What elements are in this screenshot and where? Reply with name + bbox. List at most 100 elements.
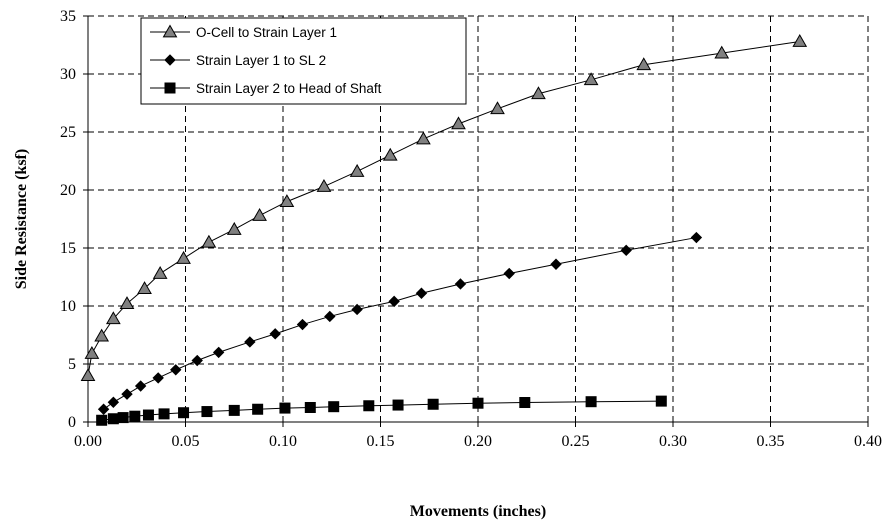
legend-item: Strain Layer 1 to SL 2 [150,53,326,68]
data-point-diamond [503,267,515,280]
legend-label: O-Cell to Strain Layer 1 [196,25,337,40]
data-point-diamond [191,354,203,367]
grid-layer [88,15,869,422]
series-square [96,395,667,426]
data-point-diamond [269,328,281,340]
x-tick-label: 0.05 [172,433,200,450]
x-tick-label: 0.35 [757,433,785,450]
data-point-triangle [152,266,168,279]
data-point-diamond [296,318,309,331]
x-tick-label: 0.00 [74,433,102,450]
x-tick-label: 0.25 [562,433,590,450]
legend-item: O-Cell to Strain Layer 1 [150,24,337,40]
data-point-square [363,400,375,412]
data-point-square [107,413,119,425]
data-point-diamond [97,403,110,415]
legend-marker-diamond [164,54,176,66]
data-point-diamond [620,244,632,257]
data-point-square [392,399,404,411]
data-point-triangle [226,221,242,235]
series-layer [80,34,808,426]
data-point-triangle [714,45,730,59]
y-tick-label: 5 [68,356,76,373]
data-point-square [201,406,213,418]
data-point-triangle [201,234,217,248]
data-point-triangle [94,328,110,342]
tick-layer: 0.00 0.05 0.10 0.15 0.20 0.25 0.30 0.35 0.40 0 5 10… [60,8,882,450]
x-axis-title: Movements (inches) [410,503,546,520]
data-point-square [129,410,141,422]
y-tick-label: 30 [60,66,76,83]
data-point-square [519,397,531,409]
data-point-triangle [490,101,505,115]
y-tick-label: 20 [60,182,76,199]
y-tick-label: 25 [60,124,76,141]
data-point-diamond [550,258,562,270]
data-point-triangle [531,86,546,100]
data-point-diamond [134,380,147,392]
data-point-triangle [792,34,808,47]
y-axis-title: Side Resistance (ksf) [13,149,30,289]
data-point-square [655,395,667,407]
data-point-diamond [690,231,703,244]
data-point-triangle [349,163,365,177]
data-point-square [252,403,264,415]
legend: O-Cell to Strain Layer 1 Strain Layer 1 t… [140,17,467,105]
data-point-square [585,396,597,408]
data-point-square [142,409,154,421]
series-line-diamond [103,237,697,410]
data-point-diamond [121,388,133,400]
legend-label: Strain Layer 2 to Head of Shaft [196,81,382,96]
legend-label: Strain Layer 1 to SL 2 [196,53,326,68]
x-tick-label: 0.30 [659,433,687,450]
x-tick-label: 0.10 [269,433,297,450]
data-point-triangle [636,57,652,71]
data-point-square [158,408,170,420]
y-tick-label: 15 [60,240,76,257]
y-tick-label: 35 [60,8,76,25]
data-point-diamond [107,396,120,408]
legend-marker-square [164,82,176,94]
legend-items: O-Cell to Strain Layer 1 Strain Layer 1 t… [150,24,382,96]
data-point-square [228,404,240,416]
data-point-square [472,397,484,409]
data-point-triangle [316,179,332,192]
data-point-triangle [583,72,599,86]
data-point-square [279,402,291,414]
legend-marker-triangle [162,24,178,38]
legend-box [140,17,467,105]
data-point-square [96,414,108,426]
data-point-diamond [454,278,467,290]
data-point-triangle [80,368,96,381]
data-point-triangle [416,131,431,145]
data-point-diamond [415,287,428,299]
data-point-diamond [170,364,182,376]
data-point-triangle [119,296,135,310]
x-tick-label: 0.40 [854,433,882,450]
legend-item: Strain Layer 2 to Head of Shaft [150,81,382,96]
data-point-square [328,401,340,413]
data-point-triangle [84,346,100,359]
data-point-square [427,398,439,410]
y-tick-label: 10 [60,298,76,315]
y-tick-label: 0 [68,414,76,431]
data-point-diamond [244,336,256,348]
data-point-triangle [382,147,398,161]
data-point-triangle [279,194,295,207]
data-point-diamond [212,346,225,359]
data-point-triangle [137,281,152,294]
series-diamond [97,231,703,415]
x-tick-label: 0.15 [367,433,395,450]
data-point-square [117,412,129,424]
data-point-triangle [451,116,466,130]
data-point-triangle [176,250,191,264]
data-point-diamond [351,303,363,316]
data-point-square [304,402,316,413]
data-point-square [178,407,190,419]
series-triangle [80,34,808,381]
data-point-diamond [152,372,164,384]
data-point-diamond [388,295,400,308]
x-tick-label: 0.20 [464,433,492,450]
